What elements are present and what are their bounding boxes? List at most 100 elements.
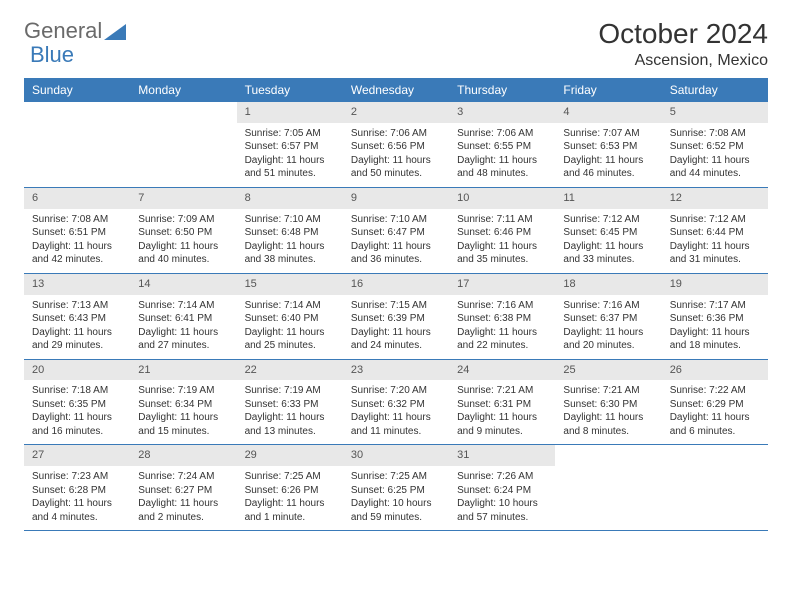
sunset-line: Sunset: 6:51 PM	[32, 226, 122, 240]
sunrise-line: Sunrise: 7:19 AM	[138, 384, 228, 398]
sunrise-line: Sunrise: 7:06 AM	[351, 127, 441, 141]
calendar-day-cell: 15Sunrise: 7:14 AMSunset: 6:40 PMDayligh…	[237, 273, 343, 359]
day-number: 3	[449, 102, 555, 123]
day-details: Sunrise: 7:16 AMSunset: 6:37 PMDaylight:…	[555, 295, 661, 359]
sunrise-line: Sunrise: 7:06 AM	[457, 127, 547, 141]
sunrise-line: Sunrise: 7:09 AM	[138, 213, 228, 227]
day-details: Sunrise: 7:10 AMSunset: 6:47 PMDaylight:…	[343, 209, 449, 273]
day-number: 24	[449, 360, 555, 381]
day-number: 1	[237, 102, 343, 123]
sunset-line: Sunset: 6:52 PM	[670, 140, 760, 154]
sunset-line: Sunset: 6:30 PM	[563, 398, 653, 412]
day-details: Sunrise: 7:08 AMSunset: 6:52 PMDaylight:…	[662, 123, 768, 187]
calendar-day-cell: 12Sunrise: 7:12 AMSunset: 6:44 PMDayligh…	[662, 187, 768, 273]
sunset-line: Sunset: 6:34 PM	[138, 398, 228, 412]
sunset-line: Sunset: 6:44 PM	[670, 226, 760, 240]
daylight-line: Daylight: 11 hours and 51 minutes.	[245, 154, 335, 181]
sunset-line: Sunset: 6:38 PM	[457, 312, 547, 326]
daylight-line: Daylight: 11 hours and 36 minutes.	[351, 240, 441, 267]
sunrise-line: Sunrise: 7:13 AM	[32, 299, 122, 313]
calendar-day-cell: 19Sunrise: 7:17 AMSunset: 6:36 PMDayligh…	[662, 273, 768, 359]
daylight-line: Daylight: 11 hours and 46 minutes.	[563, 154, 653, 181]
calendar-day-cell: 23Sunrise: 7:20 AMSunset: 6:32 PMDayligh…	[343, 359, 449, 445]
sunset-line: Sunset: 6:55 PM	[457, 140, 547, 154]
daylight-line: Daylight: 11 hours and 50 minutes.	[351, 154, 441, 181]
sunset-line: Sunset: 6:25 PM	[351, 484, 441, 498]
sunrise-line: Sunrise: 7:08 AM	[670, 127, 760, 141]
calendar-day-cell: 20Sunrise: 7:18 AMSunset: 6:35 PMDayligh…	[24, 359, 130, 445]
day-number: 22	[237, 360, 343, 381]
sunrise-line: Sunrise: 7:20 AM	[351, 384, 441, 398]
day-number: 19	[662, 274, 768, 295]
day-details: Sunrise: 7:23 AMSunset: 6:28 PMDaylight:…	[24, 466, 130, 530]
weekday-header-row: Sunday Monday Tuesday Wednesday Thursday…	[24, 78, 768, 102]
day-number: 10	[449, 188, 555, 209]
logo-triangle-icon	[104, 22, 126, 40]
calendar-table: Sunday Monday Tuesday Wednesday Thursday…	[24, 78, 768, 531]
daylight-line: Daylight: 11 hours and 48 minutes.	[457, 154, 547, 181]
brand-logo: General	[24, 18, 126, 44]
day-details: Sunrise: 7:25 AMSunset: 6:26 PMDaylight:…	[237, 466, 343, 530]
daylight-line: Daylight: 11 hours and 35 minutes.	[457, 240, 547, 267]
day-number: 12	[662, 188, 768, 209]
daylight-line: Daylight: 11 hours and 25 minutes.	[245, 326, 335, 353]
daylight-line: Daylight: 11 hours and 15 minutes.	[138, 411, 228, 438]
daylight-line: Daylight: 11 hours and 42 minutes.	[32, 240, 122, 267]
day-details: Sunrise: 7:24 AMSunset: 6:27 PMDaylight:…	[130, 466, 236, 530]
day-details: Sunrise: 7:15 AMSunset: 6:39 PMDaylight:…	[343, 295, 449, 359]
daylight-line: Daylight: 11 hours and 16 minutes.	[32, 411, 122, 438]
month-title: October 2024	[598, 18, 768, 50]
calendar-day-cell: .	[662, 445, 768, 531]
daylight-line: Daylight: 11 hours and 2 minutes.	[138, 497, 228, 524]
day-details: Sunrise: 7:22 AMSunset: 6:29 PMDaylight:…	[662, 380, 768, 444]
daylight-line: Daylight: 11 hours and 33 minutes.	[563, 240, 653, 267]
daylight-line: Daylight: 11 hours and 44 minutes.	[670, 154, 760, 181]
calendar-day-cell: 6Sunrise: 7:08 AMSunset: 6:51 PMDaylight…	[24, 187, 130, 273]
day-details: Sunrise: 7:19 AMSunset: 6:34 PMDaylight:…	[130, 380, 236, 444]
sunrise-line: Sunrise: 7:18 AM	[32, 384, 122, 398]
sunrise-line: Sunrise: 7:21 AM	[563, 384, 653, 398]
day-details: Sunrise: 7:06 AMSunset: 6:55 PMDaylight:…	[449, 123, 555, 187]
sunset-line: Sunset: 6:53 PM	[563, 140, 653, 154]
sunset-line: Sunset: 6:41 PM	[138, 312, 228, 326]
day-details: Sunrise: 7:12 AMSunset: 6:44 PMDaylight:…	[662, 209, 768, 273]
calendar-day-cell: 26Sunrise: 7:22 AMSunset: 6:29 PMDayligh…	[662, 359, 768, 445]
sunset-line: Sunset: 6:48 PM	[245, 226, 335, 240]
day-details: Sunrise: 7:11 AMSunset: 6:46 PMDaylight:…	[449, 209, 555, 273]
col-tuesday: Tuesday	[237, 78, 343, 102]
calendar-day-cell: 2Sunrise: 7:06 AMSunset: 6:56 PMDaylight…	[343, 102, 449, 187]
sunrise-line: Sunrise: 7:16 AM	[563, 299, 653, 313]
day-number: 18	[555, 274, 661, 295]
location-label: Ascension, Mexico	[598, 52, 768, 70]
sunset-line: Sunset: 6:47 PM	[351, 226, 441, 240]
day-details: Sunrise: 7:06 AMSunset: 6:56 PMDaylight:…	[343, 123, 449, 187]
calendar-day-cell: 10Sunrise: 7:11 AMSunset: 6:46 PMDayligh…	[449, 187, 555, 273]
day-number: 26	[662, 360, 768, 381]
day-number: 28	[130, 445, 236, 466]
sunrise-line: Sunrise: 7:22 AM	[670, 384, 760, 398]
page-header: General October 2024 Ascension, Mexico	[24, 18, 768, 70]
sunrise-line: Sunrise: 7:05 AM	[245, 127, 335, 141]
calendar-week-row: ..1Sunrise: 7:05 AMSunset: 6:57 PMDaylig…	[24, 102, 768, 187]
daylight-line: Daylight: 11 hours and 13 minutes.	[245, 411, 335, 438]
calendar-day-cell: 27Sunrise: 7:23 AMSunset: 6:28 PMDayligh…	[24, 445, 130, 531]
daylight-line: Daylight: 11 hours and 29 minutes.	[32, 326, 122, 353]
sunset-line: Sunset: 6:33 PM	[245, 398, 335, 412]
calendar-day-cell: 28Sunrise: 7:24 AMSunset: 6:27 PMDayligh…	[130, 445, 236, 531]
sunrise-line: Sunrise: 7:21 AM	[457, 384, 547, 398]
day-number: 4	[555, 102, 661, 123]
day-details: Sunrise: 7:19 AMSunset: 6:33 PMDaylight:…	[237, 380, 343, 444]
day-number: 20	[24, 360, 130, 381]
calendar-day-cell: 17Sunrise: 7:16 AMSunset: 6:38 PMDayligh…	[449, 273, 555, 359]
sunrise-line: Sunrise: 7:12 AM	[563, 213, 653, 227]
calendar-day-cell: 9Sunrise: 7:10 AMSunset: 6:47 PMDaylight…	[343, 187, 449, 273]
sunrise-line: Sunrise: 7:25 AM	[245, 470, 335, 484]
day-number: 11	[555, 188, 661, 209]
day-number: 9	[343, 188, 449, 209]
day-number: 15	[237, 274, 343, 295]
day-number: 27	[24, 445, 130, 466]
calendar-day-cell: 18Sunrise: 7:16 AMSunset: 6:37 PMDayligh…	[555, 273, 661, 359]
daylight-line: Daylight: 11 hours and 27 minutes.	[138, 326, 228, 353]
calendar-day-cell: 21Sunrise: 7:19 AMSunset: 6:34 PMDayligh…	[130, 359, 236, 445]
calendar-day-cell: .	[555, 445, 661, 531]
